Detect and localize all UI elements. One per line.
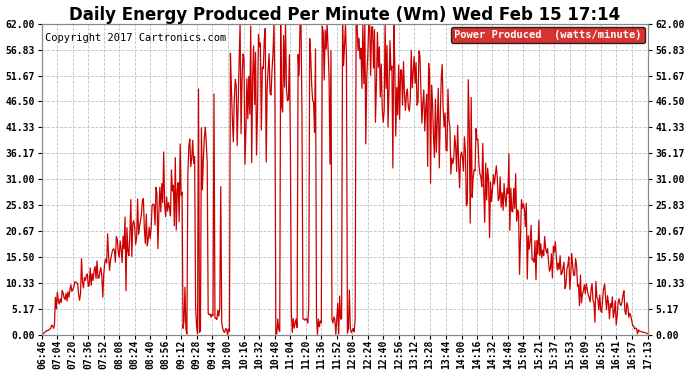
- Text: Copyright 2017 Cartronics.com: Copyright 2017 Cartronics.com: [45, 33, 226, 43]
- Title: Daily Energy Produced Per Minute (Wm) Wed Feb 15 17:14: Daily Energy Produced Per Minute (Wm) We…: [70, 6, 620, 24]
- Legend: Power Produced  (watts/minute): Power Produced (watts/minute): [451, 27, 645, 43]
